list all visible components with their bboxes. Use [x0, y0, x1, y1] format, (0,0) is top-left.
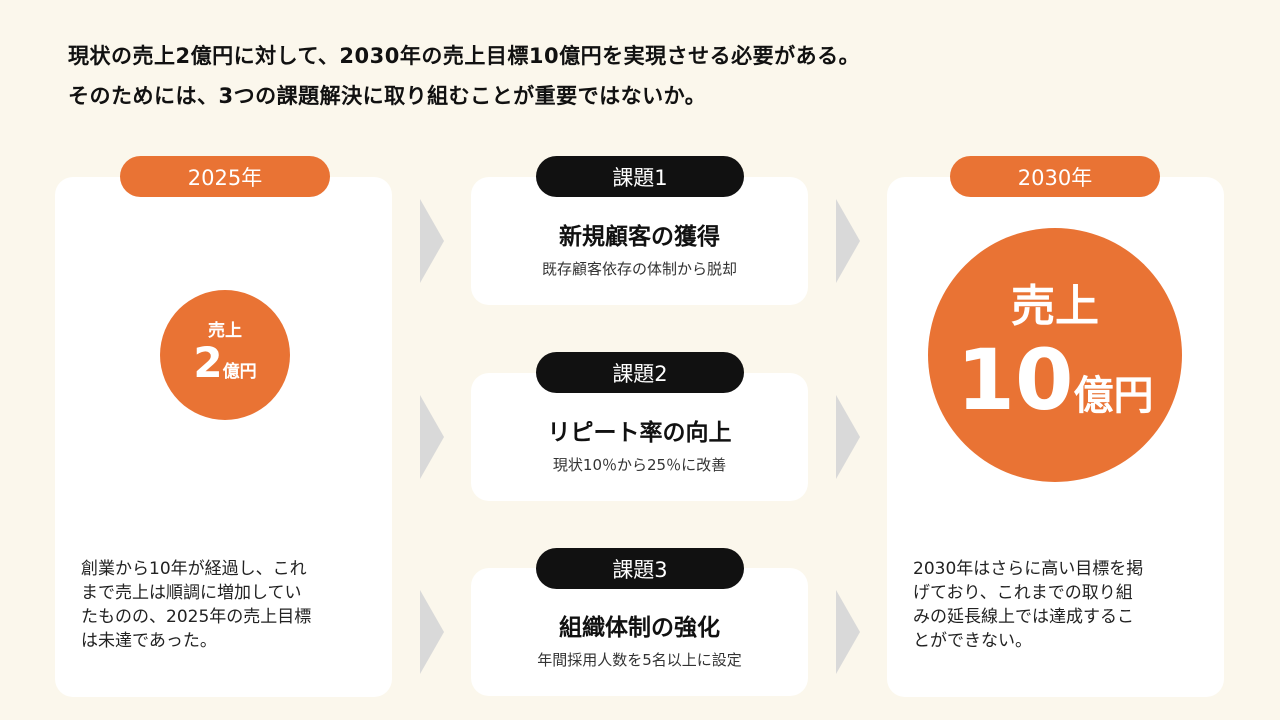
task-label-2: 課題2 [536, 352, 744, 393]
headline-line-1: 現状の売上2億円に対して、2030年の売上目標10億円を実現させる必要がある。 [68, 44, 861, 68]
arrow-right-icon [836, 590, 860, 674]
desc-line: は未達であった。 [81, 631, 217, 651]
desc-line: げており、これまでの取り組 [913, 583, 1133, 603]
headline: 現状の売上2億円に対して、2030年の売上目標10億円を実現させる必要がある。 … [68, 36, 860, 116]
card-2025-description: 創業から10年が経過し、これ まで売上は順調に増加してい たものの、2025年の… [81, 557, 311, 653]
arrow-right-icon [420, 590, 444, 674]
task-label-3: 課題3 [536, 548, 744, 589]
desc-line: みの延長線上では達成するこ [913, 607, 1134, 627]
card-2025: 創業から10年が経過し、これ まで売上は順調に増加してい たものの、2025年の… [55, 177, 392, 697]
sales-value: 2 [193, 338, 223, 387]
desc-line: たものの、2025年の売上目標 [81, 607, 312, 627]
task-subtitle: 年間採用人数を5名以上に設定 [537, 651, 742, 669]
task-subtitle: 既存顧客依存の体制から脱却 [541, 260, 737, 278]
sales-label: 売上 [1011, 281, 1099, 332]
task-card-3: 組織体制の強化 年間採用人数を5名以上に設定 [471, 568, 808, 696]
desc-line: とができない。 [913, 631, 1032, 651]
sales-unit: 億円 [1073, 373, 1154, 419]
headline-line-2: そのためには、3つの課題解決に取り組むことが重要ではないか。 [68, 84, 707, 108]
desc-line: まで売上は順調に増加してい [81, 583, 302, 603]
desc-line: 創業から10年が経過し、これ [81, 559, 307, 579]
task-label-1: 課題1 [536, 156, 744, 197]
label-2030: 2030年 [950, 156, 1160, 197]
arrow-right-icon [836, 199, 860, 283]
task-title: 組織体制の強化 [559, 615, 720, 641]
sales-value: 10 [956, 331, 1074, 429]
sales-circle-2025: 売上 2 億円 [160, 290, 290, 420]
task-subtitle: 現状10％から25％に改善 [552, 456, 727, 474]
label-2025: 2025年 [120, 156, 330, 197]
sales-unit: 億円 [222, 362, 257, 382]
desc-line: 2030年はさらに高い目標を掲 [913, 559, 1144, 579]
arrow-right-icon [420, 395, 444, 479]
task-title: リピート率の向上 [547, 420, 732, 446]
sales-circle-2030: 売上 10 億円 [928, 228, 1182, 482]
task-card-1: 新規顧客の獲得 既存顧客依存の体制から脱却 [471, 177, 808, 305]
arrow-right-icon [420, 199, 444, 283]
task-card-2: リピート率の向上 現状10％から25％に改善 [471, 373, 808, 501]
task-title: 新規顧客の獲得 [559, 224, 720, 250]
card-2030-description: 2030年はさらに高い目標を掲 げており、これまでの取り組 みの延長線上では達成… [913, 557, 1143, 653]
arrow-right-icon [836, 395, 860, 479]
sales-label: 売上 [208, 321, 242, 341]
